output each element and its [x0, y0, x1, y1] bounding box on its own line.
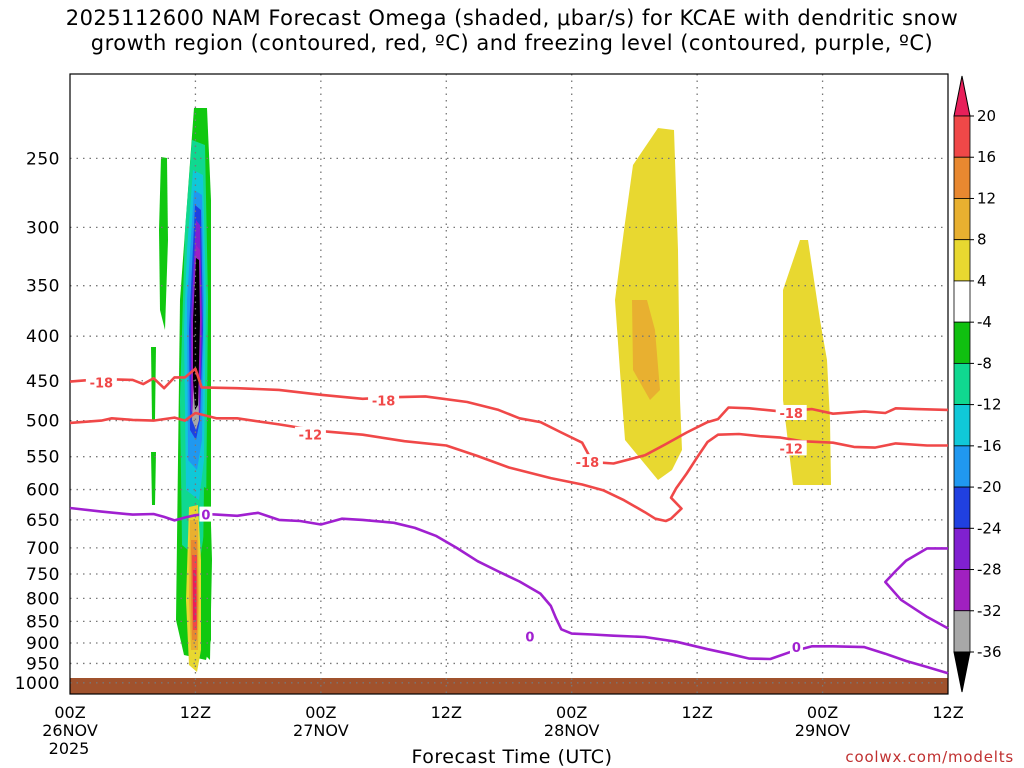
colorbar-label: -16 — [977, 437, 1002, 455]
omega-green-sliver-1 — [159, 157, 168, 330]
contour-label: -18 — [372, 394, 396, 409]
x-tick-date: 29NOV — [795, 721, 851, 740]
chart-title-line-1: 2025112600 NAM Forecast Omega (shaded, μ… — [65, 6, 959, 30]
omega-shading — [151, 108, 831, 672]
colorbar-label: -12 — [977, 396, 1002, 414]
colorbar-bottom-arrow — [953, 651, 971, 693]
y-tick-label: 450 — [26, 372, 60, 392]
y-tick-label: 800 — [26, 589, 60, 609]
colorbar-swatch — [953, 445, 971, 488]
y-tick-label: 400 — [26, 327, 60, 347]
x-tick-date: 28NOV — [544, 721, 600, 740]
x-tick-label: 12Z — [180, 703, 211, 722]
contour-label-bg — [789, 639, 803, 655]
colorbar-swatch — [953, 280, 971, 323]
colorbar-swatch — [953, 239, 971, 282]
colorbar-label: -36 — [977, 643, 1002, 661]
y-tick-label: 500 — [26, 412, 60, 432]
contour-label: 0 — [792, 641, 801, 656]
colorbar-label: 4 — [977, 272, 987, 290]
temperature-contours: -18 -18 -18 -18 -12 -12 0 0 0 — [69, 367, 949, 675]
y-tick-label: 550 — [26, 448, 60, 468]
colorbar-swatch — [953, 486, 971, 529]
contour-label: -18 — [576, 456, 600, 471]
x-tick-label: 00Z — [54, 703, 85, 722]
omega-yellow-mid — [615, 128, 682, 480]
colorbar-label: 20 — [977, 107, 996, 125]
colorbar-label: -32 — [977, 602, 1002, 620]
y-tick-label: 900 — [26, 634, 60, 654]
colorbar-label: -8 — [977, 354, 992, 372]
contour-label: 0 — [525, 631, 534, 646]
colorbar-label: -28 — [977, 561, 1002, 579]
y-tick-label: 1000 — [15, 674, 60, 694]
x-tick-label: 12Z — [932, 703, 963, 722]
x-tick-label: 12Z — [431, 703, 462, 722]
contour-label-bg — [368, 392, 400, 408]
colorbar-swatch — [953, 115, 971, 158]
contour-label: -18 — [779, 407, 803, 422]
y-tick-label: 950 — [26, 654, 60, 674]
x-tick-label: 12Z — [681, 703, 712, 722]
y-tick-label: 300 — [26, 218, 60, 238]
colorbar-swatch — [953, 362, 971, 406]
y-tick-label: 850 — [26, 612, 60, 632]
x-tick-date: 27NOV — [293, 721, 349, 740]
contour-label: -12 — [779, 442, 803, 457]
x-tick-label: 00Z — [556, 703, 587, 722]
colorbar-swatch — [953, 569, 971, 612]
omega-black — [193, 258, 200, 410]
contour-label-bg — [523, 628, 537, 644]
colorbar-swatch — [953, 321, 971, 364]
colorbar-swatch — [953, 404, 971, 447]
y-tick-label: 650 — [26, 511, 60, 531]
omega-green-sliver-2 — [151, 347, 156, 420]
omega-gold-mid — [632, 300, 660, 400]
contour-label-bg — [85, 374, 117, 390]
contour-label-bg — [775, 404, 807, 420]
chart-title-line-2: growth region (contoured, red, ºC) and f… — [90, 31, 934, 55]
y-tick-label: 350 — [26, 277, 60, 297]
colorbar-swatch — [953, 610, 971, 653]
chart-title: 2025112600 NAM Forecast Omega (shaded, μ… — [0, 6, 1024, 56]
contour-label: -18 — [90, 376, 114, 391]
y-tick-label: 250 — [26, 149, 60, 169]
colorbar-swatch — [953, 156, 971, 199]
colorbar-swatch — [953, 198, 971, 241]
terrain-ground — [70, 678, 948, 694]
contour-zero-right — [884, 547, 949, 630]
omega-yellow-right — [783, 240, 831, 485]
contour-label: 0 — [201, 509, 210, 524]
omega-green-sliver-3 — [151, 452, 156, 505]
y-axis-ticks: 2503003504004505005506006507007508008509… — [15, 149, 60, 693]
colorbar-label: 16 — [977, 148, 996, 166]
contour-label-bg — [199, 506, 213, 522]
colorbar-label: -4 — [977, 313, 992, 331]
contour-label-bg — [294, 426, 326, 442]
colorbar-swatch — [953, 527, 971, 570]
colorbar: 20 16 12 8 4 -4 -8 -12 -16 -20 -24 -28 -32 -36 — [953, 75, 1002, 693]
contour-label-bg — [571, 454, 603, 470]
colorbar-label: 12 — [977, 189, 996, 207]
colorbar-label: 8 — [977, 231, 987, 249]
plot-frame — [69, 73, 949, 695]
x-tick-label: 00Z — [305, 703, 336, 722]
x-tick-date: 26NOV — [42, 721, 98, 740]
credit-text: coolwx.com/modelts — [845, 748, 1014, 766]
x-tick-label: 00Z — [807, 703, 838, 722]
y-tick-label: 750 — [26, 565, 60, 585]
colorbar-label: -24 — [977, 519, 1002, 537]
x-tick-year: 2025 — [49, 739, 90, 758]
colorbar-label: -20 — [977, 478, 1002, 496]
contour-label: -12 — [299, 429, 323, 444]
y-tick-label: 700 — [26, 539, 60, 559]
contour-label-bg — [775, 440, 807, 456]
x-axis-label: Forecast Time (UTC) — [411, 746, 613, 768]
y-tick-label: 600 — [26, 481, 60, 501]
colorbar-top-arrow — [953, 75, 971, 117]
contour-m12 — [69, 411, 948, 523]
